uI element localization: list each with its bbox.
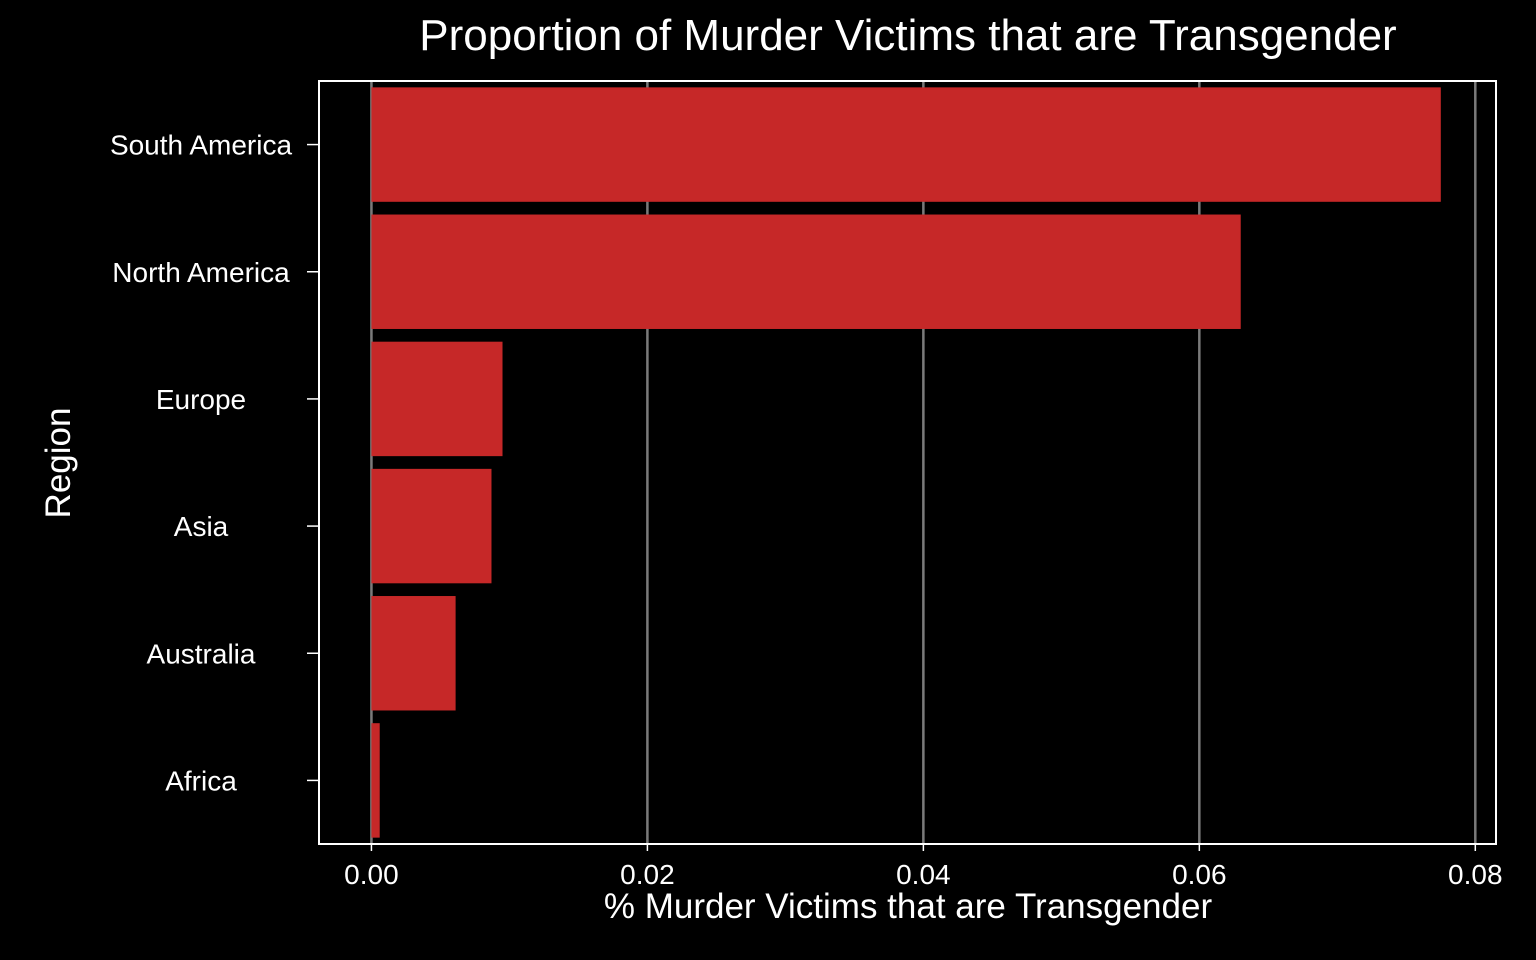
y-tick-label: South America (110, 130, 293, 161)
x-tick-label: 0.06 (1172, 859, 1227, 890)
x-axis-label: % Murder Victims that are Transgender (604, 887, 1213, 926)
x-axis-ticks: 0.00 0.02 0.04 0.06 0.08 (344, 844, 1503, 890)
x-tick-label: 0.08 (1448, 859, 1503, 890)
y-axis-ticks: South America North America Europe Asia Aust… (110, 130, 319, 796)
x-tick-label: 0.02 (620, 859, 675, 890)
bar-asia (371, 468, 492, 584)
x-tick-label: 0.00 (344, 859, 399, 890)
y-tick-label: Africa (165, 765, 237, 796)
bar-australia (371, 596, 456, 711)
y-tick-label: North America (112, 257, 290, 288)
bar-north-america (371, 214, 1241, 329)
chart-title: Proportion of Murder Victims that are Tr… (419, 11, 1396, 60)
bars (371, 87, 1441, 838)
y-tick-label: Asia (174, 511, 229, 542)
bar-south-america (371, 87, 1441, 202)
plot-frame (318, 80, 1497, 845)
bar-africa (371, 723, 380, 838)
y-axis-label: Region (39, 408, 78, 519)
x-tick-label: 0.04 (896, 859, 951, 890)
y-tick-label: Europe (156, 384, 246, 415)
gridlines (370, 81, 1477, 844)
y-tick-label: Australia (147, 638, 256, 669)
bar-europe (371, 341, 503, 457)
